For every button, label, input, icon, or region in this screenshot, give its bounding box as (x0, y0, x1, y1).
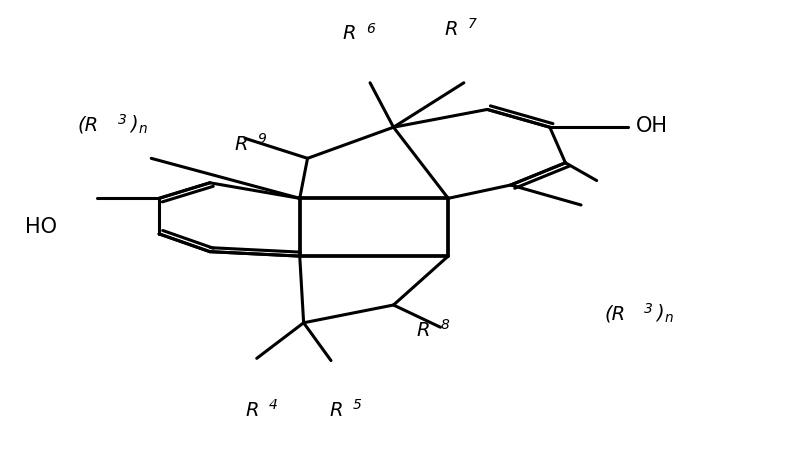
Text: 3: 3 (644, 302, 652, 315)
Text: 9: 9 (257, 132, 267, 146)
Text: (R: (R (77, 116, 98, 135)
Text: 6: 6 (366, 22, 375, 36)
Text: 3: 3 (118, 112, 127, 126)
Text: 7: 7 (467, 17, 477, 31)
Text: )$_n$: )$_n$ (129, 114, 148, 136)
Text: R: R (417, 321, 430, 340)
Text: R: R (245, 401, 258, 420)
Text: HO: HO (24, 217, 57, 237)
Text: R: R (234, 135, 248, 153)
Text: 8: 8 (441, 319, 449, 333)
Text: 4: 4 (268, 398, 277, 413)
Text: (R: (R (604, 304, 626, 324)
Text: R: R (445, 20, 458, 39)
Text: )$_n$: )$_n$ (655, 303, 673, 325)
Text: R: R (342, 24, 357, 43)
Text: R: R (330, 401, 343, 420)
Text: 5: 5 (353, 398, 362, 413)
Text: OH: OH (636, 116, 667, 136)
